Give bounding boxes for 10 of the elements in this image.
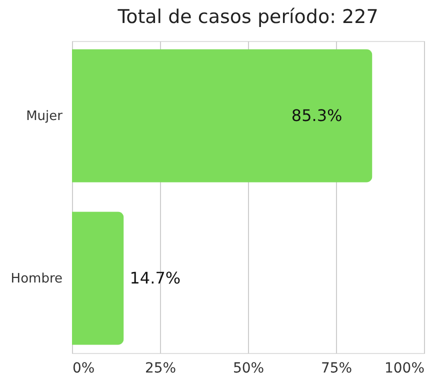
data-label: 85.3%	[291, 106, 342, 125]
chart-title: Total de casos período: 227	[116, 6, 378, 28]
x-tick-label: 100%	[384, 360, 424, 376]
x-tick-label: 25%	[144, 360, 176, 376]
y-tick-label: Hombre	[10, 271, 62, 286]
y-tick-label: Mujer	[26, 108, 64, 124]
data-label: 14.7%	[130, 268, 181, 288]
x-tick-label: 0%	[72, 360, 95, 376]
x-tick-label: 50%	[232, 360, 264, 376]
x-tick-label: 75%	[320, 360, 352, 376]
